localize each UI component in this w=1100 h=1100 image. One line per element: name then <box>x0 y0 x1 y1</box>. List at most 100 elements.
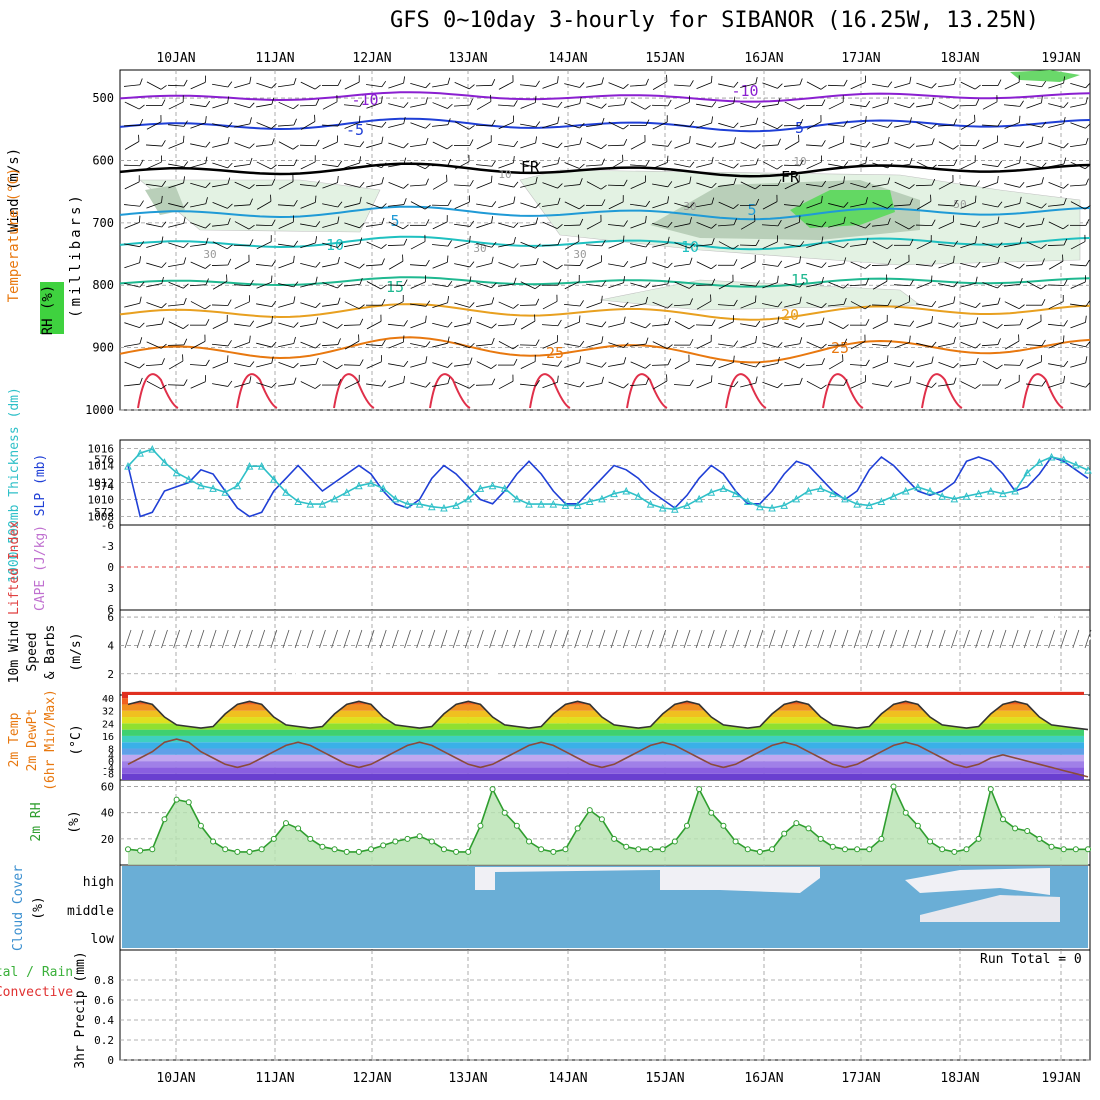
wind-barb <box>388 335 405 349</box>
wind-barb-shaft <box>630 262 646 268</box>
wind-barb-shaft <box>212 162 228 169</box>
wind-barb-flag <box>644 175 647 183</box>
wind-barb <box>344 75 360 90</box>
wind-barb-shaft <box>1070 362 1086 368</box>
wind-barb <box>146 380 167 390</box>
wind-barb <box>564 96 582 108</box>
cloud-level-label: middle <box>67 904 114 919</box>
wind-barb-flag <box>711 360 716 367</box>
wind-barb <box>850 301 871 310</box>
wind-barb-flag <box>843 283 849 289</box>
wind-barb-flag <box>579 381 585 388</box>
wind-barb-flag <box>997 257 1000 264</box>
wind-barb-shaft <box>410 201 426 210</box>
wind-barb-shaft <box>366 123 382 128</box>
wind-barb <box>498 277 517 287</box>
wind-barb-shaft <box>1026 383 1042 387</box>
wind10-barb <box>744 629 752 649</box>
wind-barb <box>256 341 277 348</box>
wind-barb-shaft <box>806 242 822 248</box>
wind-barb-shaft <box>432 221 448 230</box>
wind-barb <box>652 341 673 349</box>
wind-barb-shaft <box>1025 264 1043 267</box>
thickness-series-point <box>415 499 424 508</box>
wind-barb <box>168 281 189 289</box>
wind-barb-flag <box>491 297 495 304</box>
rh-series-point <box>708 809 715 816</box>
wind-barb-shaft <box>696 182 712 189</box>
wind-barb-shaft <box>431 204 449 207</box>
wind-barb-flag <box>645 160 650 167</box>
wind-barb-flag <box>534 314 536 322</box>
wind-barb <box>651 358 672 366</box>
wind-barb-flag <box>249 102 255 109</box>
contour-5 <box>119 205 1091 221</box>
wind-barb-flag <box>205 278 209 285</box>
wind-barb-flag <box>732 315 735 322</box>
wind-barb-shaft <box>520 142 536 149</box>
wind-barb-shaft <box>278 243 294 247</box>
wind-barb-flag <box>755 77 758 84</box>
wind-barb <box>894 221 915 230</box>
wind-barb-shaft <box>542 341 558 349</box>
wind-barb-shaft <box>1026 162 1042 169</box>
wind-barb-flag <box>887 355 889 363</box>
wind-units: (m/s) <box>69 632 84 671</box>
wind-barb <box>630 296 648 308</box>
wind-barb-flag <box>821 221 827 228</box>
wind-barb-flag <box>997 201 1003 208</box>
temp-color-band <box>122 773 1084 780</box>
wind-barb-flag <box>161 221 167 228</box>
wind-barb <box>894 181 915 190</box>
wind-barb-flag <box>711 142 717 148</box>
wind-barb <box>278 77 297 88</box>
wind10-barb <box>477 629 484 649</box>
wind-barb <box>344 196 362 208</box>
wind-barb-shaft <box>828 163 844 168</box>
wind-barb-flag <box>931 382 937 388</box>
wind-barb-shaft <box>278 262 294 269</box>
wind-barb-flag <box>645 256 648 264</box>
wind-barb-flag <box>820 115 822 122</box>
wind-barb <box>410 201 431 210</box>
wind-barb-flag <box>469 139 474 146</box>
wind-barb-flag <box>776 235 779 243</box>
wind-barb <box>520 95 537 109</box>
wind-barb <box>784 175 800 190</box>
wind-barb-flag <box>491 323 497 329</box>
wind-barb-flag <box>359 100 364 107</box>
wind-barb <box>168 216 186 228</box>
wind-barb-shaft <box>344 203 360 208</box>
wind-barb-flag <box>820 155 823 163</box>
wind-barb <box>212 162 233 169</box>
wind-barb <box>278 141 299 150</box>
wind-barb-flag <box>337 378 342 386</box>
wind-barb-shaft <box>256 161 272 170</box>
wind-barb <box>564 178 583 187</box>
wind10-barb <box>428 629 436 649</box>
wind-barb-flag <box>161 276 164 284</box>
wind-barb-flag <box>953 104 959 110</box>
wind-barb-shaft <box>959 144 977 147</box>
thickness-series-point <box>671 505 679 513</box>
wind-barb-shaft <box>740 123 756 128</box>
wind-barb-shaft <box>850 243 866 247</box>
wind-barb <box>607 138 628 147</box>
wind-barb-flag <box>425 341 431 348</box>
wind-barb <box>828 95 844 110</box>
wind-barb <box>916 235 932 250</box>
wind-barb-flag <box>931 178 936 186</box>
wind-barb-flag <box>864 75 867 83</box>
wind-barb-flag <box>359 141 365 148</box>
wind-barb-shaft <box>498 162 514 169</box>
wind-barb-flag <box>557 224 563 229</box>
wind-barb-flag <box>711 182 717 189</box>
wind-barb <box>696 334 712 349</box>
wind-barb <box>1004 100 1024 107</box>
wind-barb-flag <box>381 177 384 184</box>
temp-color-band <box>122 735 1084 743</box>
wind-barb <box>696 156 714 168</box>
wind-barb-shaft <box>938 262 954 269</box>
wind-barb <box>805 140 826 147</box>
wind-barb-flag <box>249 361 255 367</box>
